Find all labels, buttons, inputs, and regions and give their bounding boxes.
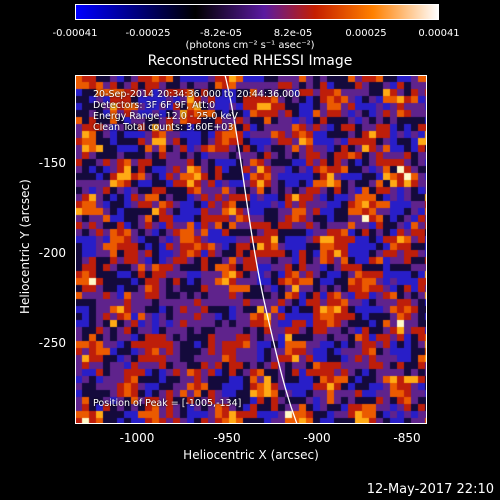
- image-heatmap: [75, 75, 427, 424]
- info-clean-counts: Clean Total counts: 3.60E+03: [93, 122, 234, 133]
- peak-position: Position of Peak = [-1005,-134]: [93, 398, 242, 409]
- colorbar: [75, 4, 439, 20]
- colorbar-units: (photons cm⁻² s⁻¹ asec⁻²): [185, 40, 315, 51]
- timestamp-footer: 12-May-2017 22:10: [366, 482, 494, 497]
- y-tick-label: -250: [38, 336, 66, 350]
- colorbar-tick: 0.00025: [345, 28, 387, 39]
- info-energy-range: Energy Range: 12.0 - 25.0 keV: [93, 111, 238, 122]
- colorbar-tick: -0.00041: [52, 28, 98, 39]
- colorbar-tick: 0.00041: [418, 28, 460, 39]
- colorbar-tick: 8.2e-05: [273, 28, 313, 39]
- x-tick-label: -1000: [119, 431, 155, 445]
- x-tick-label: -850: [393, 431, 421, 445]
- colorbar-tick: -0.00025: [125, 28, 171, 39]
- limb-overlay: [224, 75, 298, 424]
- rhessi-image: [75, 75, 427, 424]
- y-tick-label: -200: [38, 246, 66, 260]
- info-detectors: Detectors: 3F 6F 9F, Att:0: [93, 100, 216, 111]
- y-axis-label: Heliocentric Y (arcsec): [18, 179, 32, 314]
- x-tick-label: -950: [213, 431, 241, 445]
- y-tick-label: -150: [38, 156, 66, 170]
- colorbar-tick: -8.2e-05: [200, 28, 242, 39]
- x-tick-label: -900: [303, 431, 331, 445]
- info-time-range: 20-Sep-2014 20:34:36.000 to 20:44:36.000: [93, 89, 301, 100]
- plot-title: Reconstructed RHESSI Image: [147, 53, 353, 69]
- x-axis-label: Heliocentric X (arcsec): [183, 448, 319, 462]
- solar-limb-line: [224, 75, 298, 424]
